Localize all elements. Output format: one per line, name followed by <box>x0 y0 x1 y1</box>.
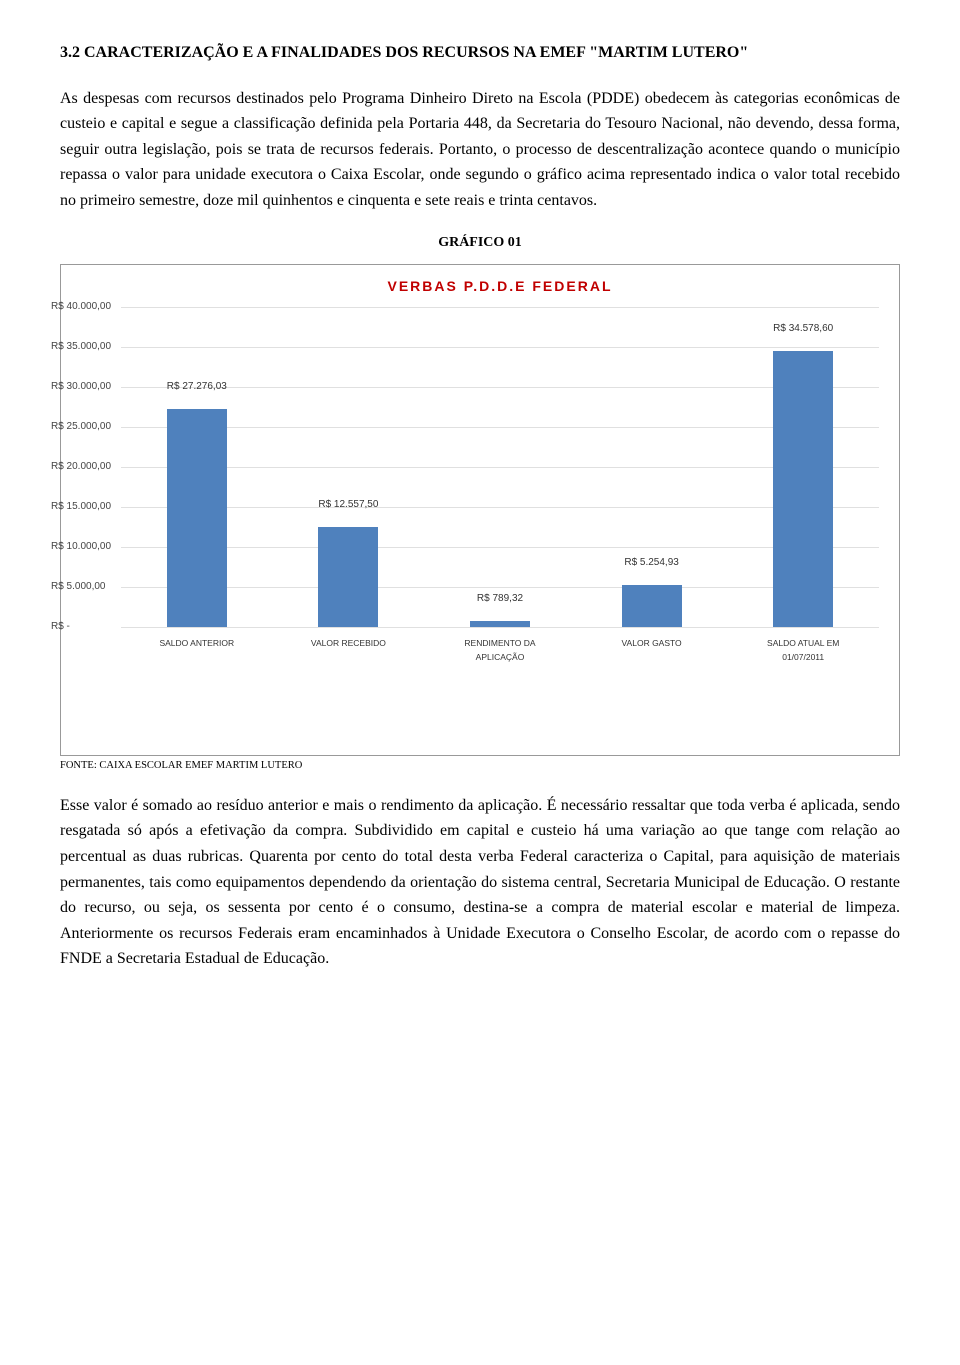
y-axis-label: R$ 25.000,00 <box>51 419 111 435</box>
x-axis-label: VALOR GASTO <box>607 637 697 651</box>
bar-chart: VERBAS P.D.D.E FEDERAL R$ -R$ 5.000,00R$… <box>60 264 900 756</box>
y-axis-label: R$ - <box>51 619 70 635</box>
y-axis-label: R$ 30.000,00 <box>51 379 111 395</box>
gridline <box>121 467 879 468</box>
gridline <box>121 627 879 628</box>
paragraph-2: Esse valor é somado ao resíduo anterior … <box>60 793 900 972</box>
bar <box>622 585 682 627</box>
bar <box>773 351 833 628</box>
chart-caption: GRÁFICO 01 <box>60 232 900 254</box>
bar-value-label: R$ 27.276,03 <box>167 379 227 395</box>
bar <box>167 409 227 627</box>
gridline <box>121 307 879 308</box>
x-axis-label: RENDIMENTO DA APLICAÇÃO <box>455 637 545 664</box>
bar-value-label: R$ 5.254,93 <box>624 555 679 571</box>
y-axis-label: R$ 35.000,00 <box>51 339 111 355</box>
gridline <box>121 427 879 428</box>
y-axis-label: R$ 15.000,00 <box>51 499 111 515</box>
y-axis-label: R$ 10.000,00 <box>51 539 111 555</box>
paragraph-1: As despesas com recursos destinados pelo… <box>60 86 900 214</box>
bar-value-label: R$ 34.578,60 <box>773 321 833 337</box>
y-axis-label: R$ 20.000,00 <box>51 459 111 475</box>
plot-area: R$ -R$ 5.000,00R$ 10.000,00R$ 15.000,00R… <box>121 307 879 628</box>
gridline <box>121 347 879 348</box>
gridline <box>121 587 879 588</box>
x-axis-label: SALDO ATUAL EM 01/07/2011 <box>758 637 848 664</box>
section-heading: 3.2 CARACTERIZAÇÃO E A FINALIDADES DOS R… <box>60 40 900 66</box>
x-axis-label: VALOR RECEBIDO <box>303 637 393 651</box>
bar-value-label: R$ 12.557,50 <box>318 497 378 513</box>
bar <box>470 621 530 627</box>
y-axis-label: R$ 40.000,00 <box>51 299 111 315</box>
gridline <box>121 387 879 388</box>
y-axis-label: R$ 5.000,00 <box>51 579 106 595</box>
chart-title: VERBAS P.D.D.E FEDERAL <box>121 275 879 297</box>
gridline <box>121 507 879 508</box>
chart-source: FONTE: CAIXA ESCOLAR EMEF MARTIM LUTERO <box>60 758 900 775</box>
bar-value-label: R$ 789,32 <box>477 591 523 607</box>
x-axis-label: SALDO ANTERIOR <box>152 637 242 651</box>
bar <box>318 527 378 627</box>
gridline <box>121 547 879 548</box>
